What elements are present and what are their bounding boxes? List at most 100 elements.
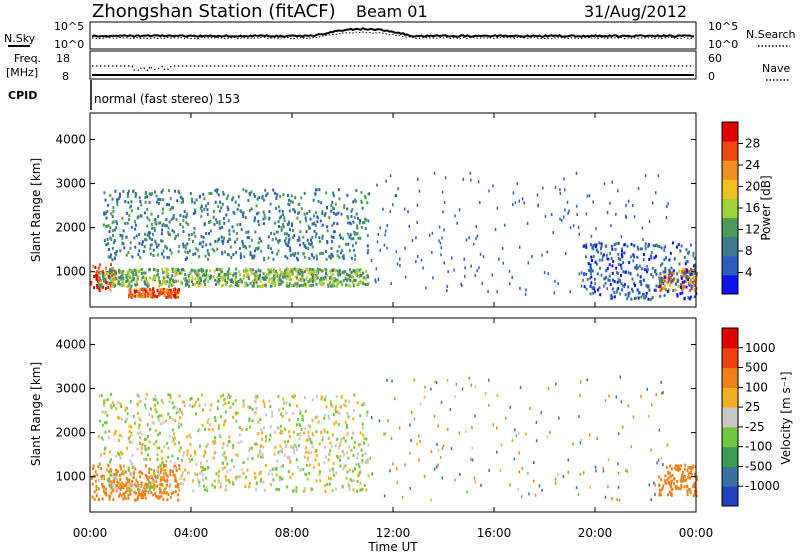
velocity-echo <box>324 484 327 488</box>
power-echo <box>639 275 642 279</box>
velocity-echo <box>277 426 280 430</box>
power-echo-sparse <box>377 277 380 281</box>
velocity-echo <box>691 466 694 470</box>
power-echo <box>231 198 234 202</box>
power-echo <box>289 253 292 257</box>
power-echo <box>144 271 147 275</box>
velocity-echo-sparse <box>433 414 436 418</box>
power-echo <box>620 249 623 253</box>
power-echo <box>224 273 227 277</box>
power-echo <box>153 274 156 278</box>
velocity-echo <box>152 493 155 497</box>
power-echo <box>693 295 696 299</box>
nsearch-tick-bottom: 10^0 <box>708 38 738 51</box>
power-echo <box>311 253 314 257</box>
velocity-echo-sparse <box>390 437 393 441</box>
power-echo <box>278 216 281 220</box>
power-echo <box>631 289 634 293</box>
velocity-echo <box>277 450 280 454</box>
velocity-echo <box>164 479 167 483</box>
power-echo <box>138 196 141 200</box>
velocity-echo <box>660 478 663 482</box>
power-echo <box>308 271 311 275</box>
velocity-echo <box>120 467 123 471</box>
power-echo-sparse <box>646 264 648 268</box>
power-echo <box>175 267 178 271</box>
y-tick-label: 2000 <box>55 426 86 440</box>
velocity-echo <box>664 481 667 485</box>
nsky-label: N.Sky <box>4 32 36 45</box>
velocity-echo <box>355 463 358 467</box>
power-echo <box>608 263 611 267</box>
power-echo <box>660 246 663 250</box>
velocity-echo <box>348 468 351 472</box>
velocity-echo <box>338 412 341 416</box>
velocity-echo <box>308 471 311 475</box>
power-echo <box>251 284 254 288</box>
power-echo <box>246 268 249 272</box>
velocity-echo <box>304 427 307 431</box>
power-echo <box>228 232 231 236</box>
power-echo <box>295 268 298 272</box>
power-echo <box>353 269 356 273</box>
power-echo <box>98 280 101 284</box>
power-echo <box>196 273 199 277</box>
velocity-echo <box>198 428 201 432</box>
velocity-echo <box>294 394 297 398</box>
velocity-echo <box>303 455 306 459</box>
velocity-echo <box>247 405 250 409</box>
power-echo <box>610 244 613 248</box>
velocity-echo <box>305 438 308 442</box>
power-echo <box>288 209 291 213</box>
velocity-echo <box>213 479 216 483</box>
power-echo <box>197 279 200 283</box>
velocity-echo-sparse <box>449 407 452 411</box>
power-echo <box>183 210 186 214</box>
power-echo <box>137 206 140 210</box>
power-echo <box>630 242 633 246</box>
velocity-echo <box>161 484 164 488</box>
velocity-echo <box>225 456 228 460</box>
power-echo <box>223 236 226 240</box>
power-echo <box>356 226 359 230</box>
power-echo <box>250 238 253 242</box>
power-echo <box>347 283 350 287</box>
power-echo <box>345 278 348 282</box>
velocity-echo <box>264 463 267 467</box>
velocity-echo-sparse <box>586 378 589 382</box>
power-echo <box>264 283 267 287</box>
power-echo <box>367 248 370 252</box>
power-echo <box>240 227 243 231</box>
power-echo-sparse <box>476 234 479 238</box>
nsearch-label: N.Search <box>746 28 796 41</box>
power-echo <box>194 271 197 275</box>
power-echo <box>159 288 162 292</box>
velocity-echo-sparse <box>658 428 661 432</box>
power-echo <box>196 271 199 275</box>
power-echo <box>236 284 239 288</box>
velocity-echo <box>331 467 334 471</box>
power-echo <box>220 275 223 279</box>
power-echo <box>291 272 294 276</box>
colorbar-tick-label: 24 <box>745 158 760 172</box>
velocity-echo <box>180 410 183 414</box>
velocity-echo <box>349 477 352 481</box>
power-echo <box>346 214 349 218</box>
power-echo <box>694 263 697 267</box>
power-echo-sparse <box>458 208 461 212</box>
power-echo <box>351 207 354 211</box>
velocity-echo <box>204 428 207 432</box>
power-echo <box>670 279 673 283</box>
velocity-echo <box>163 487 166 491</box>
power-echo <box>659 289 662 293</box>
velocity-echo <box>101 476 104 480</box>
power-echo <box>312 222 315 226</box>
velocity-echo <box>158 490 161 494</box>
power-echo <box>110 267 113 271</box>
velocity-echo <box>254 400 257 404</box>
power-echo <box>291 284 294 288</box>
power-echo <box>621 288 624 292</box>
power-echo <box>209 242 212 246</box>
power-echo <box>146 291 149 295</box>
power-echo <box>119 249 122 253</box>
